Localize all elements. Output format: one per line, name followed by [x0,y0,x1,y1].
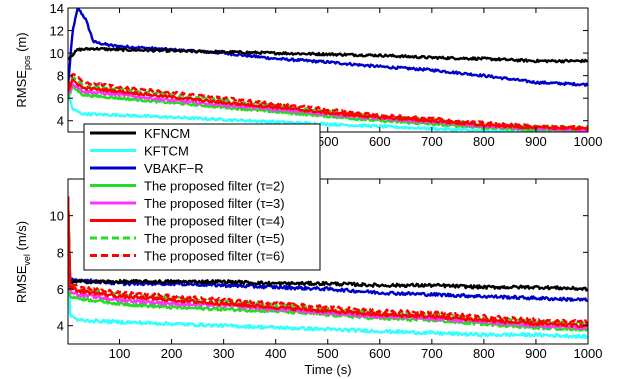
bottom-ticks-layer: 100 200 300 400 500 600 700 800 900 1000 4 6 8 10 [50,179,603,361]
x-tick-label: 500 [317,346,339,361]
x-tick-label: 200 [161,346,183,361]
y-tick-label: 10 [50,209,64,224]
series-line [68,196,588,302]
x-tick-label: 1000 [574,134,603,149]
series-line [68,92,586,132]
legend-label: KFTCM [144,144,189,159]
x-tick-label: 1000 [574,346,603,361]
series-line [68,78,588,131]
legend-box [83,123,321,271]
y-tick-label: 8 [57,69,64,84]
legend: KFNCM KFTCM VBAKF−R The proposed filter (τ=… [83,123,321,271]
y-tick-label: 6 [57,282,64,297]
legend-label: The proposed filter (τ=4) [144,214,285,229]
bottom-ylabel: RMSEvel (m/s) [14,221,32,303]
y-tick-label: 4 [57,319,64,334]
legend-label: VBAKF−R [144,161,204,176]
x-tick-label: 600 [369,134,391,149]
x-tick-label: 800 [473,346,495,361]
top-ylabel: RMSEpos (m) [14,32,32,107]
x-tick-label: 400 [265,346,287,361]
series-line [68,195,588,340]
x-tick-label: 700 [421,134,443,149]
y-tick-label: 4 [57,114,64,129]
bottom-series-layer [68,195,588,340]
series-line [68,196,588,329]
y-tick-label: 8 [57,245,64,260]
x-tick-label: 900 [525,346,547,361]
series-line [68,197,588,325]
x-tick-label: 100 [109,346,131,361]
legend-label: The proposed filter (τ=3) [144,196,285,211]
legend-entries: KFNCM KFTCM VBAKF−R The proposed filter (τ=… [90,126,285,264]
series-line [68,8,588,87]
legend-label: KFNCM [144,126,190,141]
x-tick-label: 900 [525,134,547,149]
y-tick-label: 12 [50,24,64,39]
series-line [68,196,588,292]
y-tick-label: 6 [57,91,64,106]
x-tick-label: 600 [369,346,391,361]
y-tick-label: 14 [50,1,64,16]
series-line [68,46,588,64]
x-tick-label: 700 [421,346,443,361]
bottom-xlabel: Time (s) [304,362,351,377]
x-tick-label: 500 [317,134,339,149]
x-tick-label: 300 [213,346,235,361]
bottom-plot: 100 200 300 400 500 600 700 800 900 1000 4 6 8 10 RMS… [14,178,603,377]
top-series-layer [68,8,588,132]
series-line [68,82,588,132]
y-tick-label: 10 [50,46,64,61]
series-line [68,73,588,130]
legend-label: The proposed filter (τ=6) [144,249,285,264]
legend-label: The proposed filter (τ=5) [144,231,285,246]
series-line [68,76,588,130]
x-tick-label: 800 [473,134,495,149]
legend-label: The proposed filter (τ=2) [144,179,285,194]
